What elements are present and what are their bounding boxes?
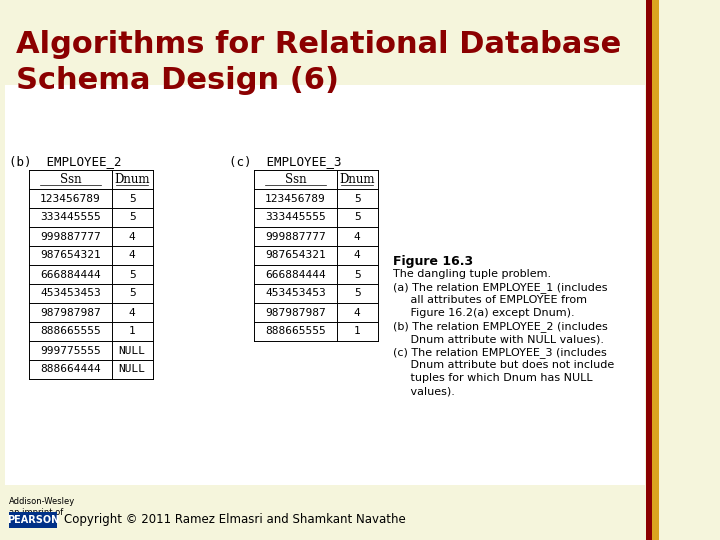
Text: 1: 1 (129, 327, 135, 336)
Text: 5: 5 (129, 269, 135, 280)
Text: Dnum attribute but does not include: Dnum attribute but does not include (393, 360, 615, 370)
Text: 333445555: 333445555 (40, 213, 101, 222)
Text: 5: 5 (129, 213, 135, 222)
Text: 453453453: 453453453 (40, 288, 101, 299)
FancyBboxPatch shape (4, 85, 645, 485)
Text: Figure 16.2(a) except Dnum).: Figure 16.2(a) except Dnum). (393, 308, 575, 318)
Text: 987654321: 987654321 (40, 251, 101, 260)
Text: (c) The relation EMPLOYEE_3 (includes: (c) The relation EMPLOYEE_3 (includes (393, 347, 607, 358)
Text: Algorithms for Relational Database
Schema Design (6): Algorithms for Relational Database Schem… (17, 30, 622, 95)
Text: 888664444: 888664444 (40, 364, 101, 375)
Text: 987987987: 987987987 (265, 307, 326, 318)
Text: NULL: NULL (119, 346, 145, 355)
Text: tuples for which Dnum has NULL: tuples for which Dnum has NULL (393, 373, 593, 383)
Text: The dangling tuple problem.: The dangling tuple problem. (393, 269, 552, 279)
Text: 123456789: 123456789 (40, 193, 101, 204)
Text: 5: 5 (129, 193, 135, 204)
Text: 123456789: 123456789 (265, 193, 326, 204)
Text: PEARSON: PEARSON (6, 515, 59, 525)
Text: 5: 5 (354, 269, 361, 280)
Text: (b) The relation EMPLOYEE_2 (includes: (b) The relation EMPLOYEE_2 (includes (393, 321, 608, 332)
Text: Copyright © 2011 Ramez Elmasri and Shamkant Navathe: Copyright © 2011 Ramez Elmasri and Shamk… (64, 514, 406, 526)
Text: 5: 5 (354, 213, 361, 222)
Text: Dnum attribute with NULL values).: Dnum attribute with NULL values). (393, 334, 605, 344)
Text: 4: 4 (129, 307, 135, 318)
Text: Dnum: Dnum (340, 173, 375, 186)
Text: (c)  EMPLOYEE_3: (c) EMPLOYEE_3 (229, 155, 341, 168)
Bar (646, 0, 652, 540)
Text: (b)  EMPLOYEE_2: (b) EMPLOYEE_2 (9, 155, 122, 168)
Text: 999887777: 999887777 (40, 232, 101, 241)
Text: 888665555: 888665555 (40, 327, 101, 336)
Text: Ssn: Ssn (60, 173, 81, 186)
Text: (a) The relation EMPLOYEE_1 (includes: (a) The relation EMPLOYEE_1 (includes (393, 282, 608, 293)
Text: Ssn: Ssn (284, 173, 306, 186)
Text: 1: 1 (354, 327, 361, 336)
Text: 987654321: 987654321 (265, 251, 326, 260)
Text: 4: 4 (129, 232, 135, 241)
Text: 4: 4 (354, 232, 361, 241)
Text: 5: 5 (354, 288, 361, 299)
Text: Addison-Wesley
an imprint of: Addison-Wesley an imprint of (9, 497, 76, 517)
Text: Dnum: Dnum (114, 173, 150, 186)
Text: 5: 5 (354, 193, 361, 204)
Text: Figure 16.3: Figure 16.3 (393, 255, 474, 268)
Text: 5: 5 (129, 288, 135, 299)
Text: 999775555: 999775555 (40, 346, 101, 355)
Text: 888665555: 888665555 (265, 327, 326, 336)
Text: 999887777: 999887777 (265, 232, 326, 241)
Text: 4: 4 (354, 251, 361, 260)
Text: values).: values). (393, 386, 455, 396)
Text: 666884444: 666884444 (265, 269, 326, 280)
Text: 333445555: 333445555 (265, 213, 326, 222)
Bar (9, 512, 57, 528)
Text: 4: 4 (129, 251, 135, 260)
Text: NULL: NULL (119, 364, 145, 375)
Text: all attributes of EMPLOYEE from: all attributes of EMPLOYEE from (393, 295, 588, 305)
Bar (652, 0, 659, 540)
Text: 666884444: 666884444 (40, 269, 101, 280)
Text: 4: 4 (354, 307, 361, 318)
Text: 987987987: 987987987 (40, 307, 101, 318)
Text: 453453453: 453453453 (265, 288, 326, 299)
